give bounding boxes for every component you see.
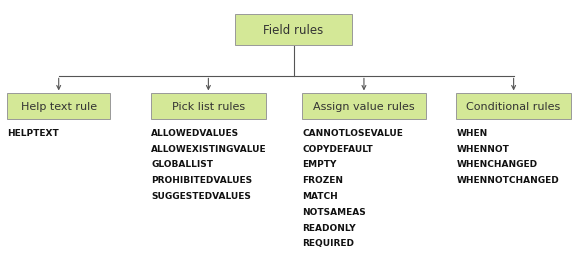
FancyBboxPatch shape [457,94,571,119]
Text: MATCH: MATCH [302,191,338,200]
Text: Pick list rules: Pick list rules [172,102,245,112]
Text: WHENNOTCHANGED: WHENNOTCHANGED [457,176,559,184]
Text: WHENNOT: WHENNOT [457,144,510,153]
Text: PROHIBITEDVALUES: PROHIBITEDVALUES [151,176,252,184]
FancyBboxPatch shape [8,94,110,119]
Text: FROZEN: FROZEN [302,176,343,184]
Text: ALLOWEDVALUES: ALLOWEDVALUES [151,128,239,137]
Text: WHENCHANGED: WHENCHANGED [457,160,538,169]
Text: COPYDEFAULT: COPYDEFAULT [302,144,373,153]
FancyBboxPatch shape [302,94,426,119]
Text: Conditional rules: Conditional rules [467,102,561,112]
Text: WHEN: WHEN [457,128,488,137]
Text: REQUIRED: REQUIRED [302,239,355,247]
Text: EMPTY: EMPTY [302,160,337,169]
FancyBboxPatch shape [151,94,265,119]
Text: SUGGESTEDVALUES: SUGGESTEDVALUES [151,191,251,200]
Text: GLOBALLIST: GLOBALLIST [151,160,213,169]
Text: Field rules: Field rules [264,24,323,37]
FancyBboxPatch shape [235,15,352,46]
Text: HELPTEXT: HELPTEXT [8,128,59,137]
Text: Help text rule: Help text rule [21,102,97,112]
Text: Assign value rules: Assign value rules [313,102,415,112]
Text: ALLOWEXISTINGVALUE: ALLOWEXISTINGVALUE [151,144,266,153]
Text: CANNOTLOSEVALUE: CANNOTLOSEVALUE [302,128,403,137]
Text: NOTSAMEAS: NOTSAMEAS [302,207,366,216]
Text: READONLY: READONLY [302,223,356,232]
